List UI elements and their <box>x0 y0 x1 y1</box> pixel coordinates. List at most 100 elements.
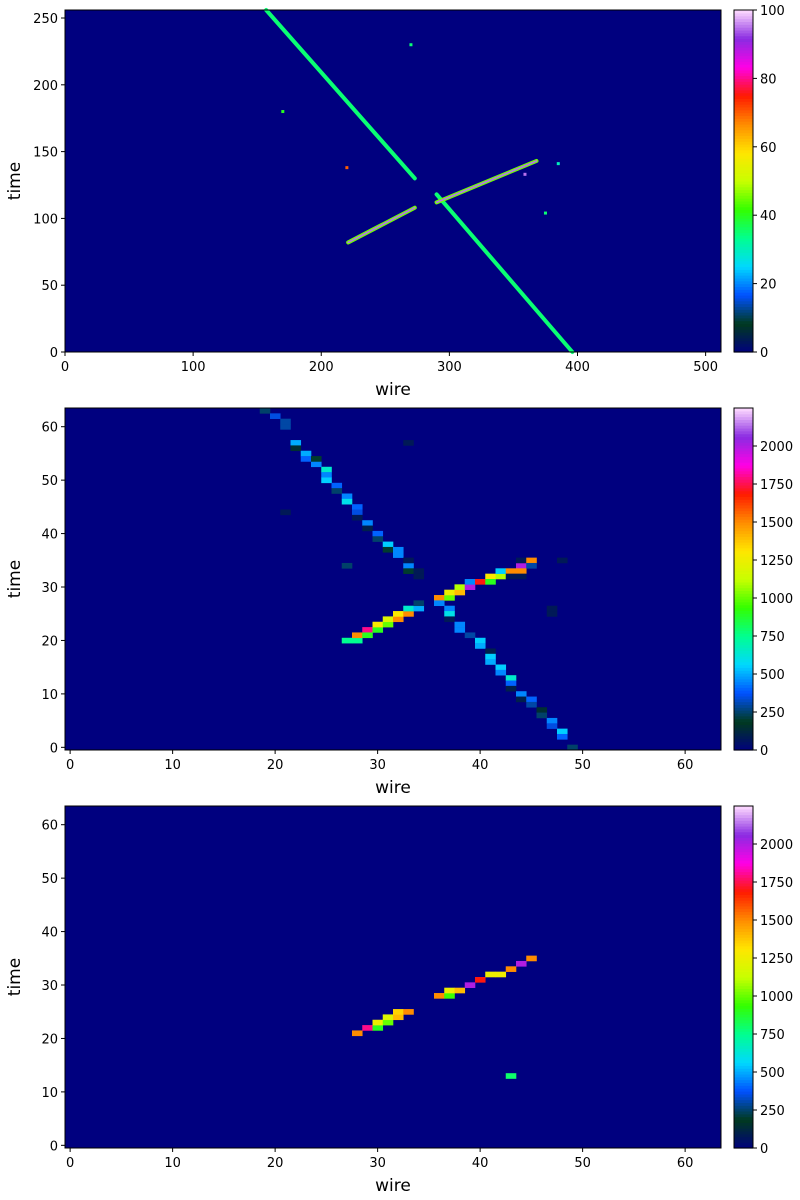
colorbar-segment <box>734 286 753 290</box>
colorbar-segment <box>734 712 753 717</box>
heatmap-cell <box>393 552 404 558</box>
colorbar-segment <box>734 430 753 435</box>
colorbar-segment <box>734 905 753 910</box>
colorbar-segment <box>734 539 753 543</box>
colorbar-segment <box>734 450 753 455</box>
heatmap-cell <box>290 445 302 452</box>
colorbar-segment <box>734 704 753 708</box>
colorbar-segment <box>734 141 753 145</box>
heatmap-cell <box>516 568 527 574</box>
colorbar-segment <box>734 436 753 440</box>
heatmap-cell <box>526 701 537 708</box>
y-tick-label: 60 <box>41 421 58 436</box>
heatmap-cell <box>341 562 353 569</box>
heatmap-cell <box>444 611 455 617</box>
heatmap-cell <box>444 987 455 994</box>
colorbar-segment <box>734 885 753 890</box>
heatmap-cell <box>362 627 373 633</box>
colorbar-segment <box>734 10 753 14</box>
colorbar-segment <box>734 246 753 250</box>
colorbar-segment <box>734 292 753 296</box>
colorbar-segment <box>734 610 753 614</box>
colorbar-segment <box>734 533 753 537</box>
heatmap-background <box>65 10 721 352</box>
colorbar-segment <box>734 732 753 737</box>
x-tick-label: 20 <box>267 1156 284 1171</box>
colorbar-segment <box>734 516 753 520</box>
heatmap-cell <box>505 966 517 972</box>
colorbar-segment <box>734 865 753 870</box>
y-tick-label: 30 <box>41 979 58 994</box>
heatmap-cell <box>393 616 404 623</box>
colorbar-segment <box>734 238 753 242</box>
colorbar-segment <box>734 198 753 202</box>
colorbar-segment <box>734 618 753 623</box>
colorbar-segment <box>734 266 753 270</box>
heatmap-cell <box>495 669 507 676</box>
colorbar-segment <box>734 937 753 941</box>
colorbar-segment <box>734 21 753 25</box>
colorbar-tick-label: 1000 <box>760 592 793 607</box>
colorbar-segment <box>734 297 753 302</box>
colorbar-tick-label: 80 <box>760 72 777 87</box>
hit-point <box>345 166 349 170</box>
heatmap-cell <box>311 461 322 468</box>
colorbar-segment <box>734 445 753 449</box>
colorbar-segment <box>734 44 753 48</box>
colorbar-segment <box>734 195 753 199</box>
heatmap-cell <box>341 498 353 505</box>
heatmap-cell <box>321 477 332 484</box>
colorbar-tick-label: 500 <box>760 1066 785 1081</box>
colorbar-segment <box>734 911 753 915</box>
colorbar-segment <box>734 203 753 208</box>
y-axis-label: time <box>5 958 25 996</box>
colorbar-segment <box>734 579 753 583</box>
colorbar-segment <box>734 641 753 646</box>
heatmap-cell <box>382 546 394 553</box>
heatmap-cell <box>403 611 414 617</box>
colorbar-segment <box>734 29 753 34</box>
colorbar-segment <box>734 470 753 475</box>
colorbar-segment <box>734 564 753 569</box>
colorbar-segment <box>734 664 753 668</box>
heatmap-cell <box>475 977 486 983</box>
colorbar-segment <box>734 314 753 319</box>
heatmap-cell <box>505 1073 517 1079</box>
colorbar-segment <box>734 744 753 748</box>
colorbar-segment <box>734 490 753 495</box>
colorbar-segment <box>734 163 753 168</box>
heatmap-cell <box>300 450 312 457</box>
colorbar-segment <box>734 64 753 68</box>
colorbar-segment <box>734 462 753 466</box>
colorbar-segment <box>734 1110 753 1115</box>
heatmap-cell <box>444 616 455 623</box>
colorbar-segment <box>734 616 753 620</box>
colorbar-segment <box>734 814 753 818</box>
track-core <box>435 160 538 204</box>
heatmap-cell <box>464 632 476 639</box>
colorbar-segment <box>734 507 753 512</box>
colorbar-segment <box>734 1045 753 1049</box>
heatmap-cell <box>516 696 527 703</box>
colorbar-segment <box>734 240 753 245</box>
heatmap-cell <box>393 611 404 617</box>
y-tick-label: 250 <box>33 12 58 27</box>
heatmap-cell <box>454 589 466 596</box>
colorbar-segment <box>734 556 753 560</box>
colorbar-segment <box>734 280 753 285</box>
colorbar-segment <box>734 817 753 821</box>
colorbar-segment <box>734 309 753 313</box>
colorbar-segment <box>734 129 753 134</box>
colorbar-segment <box>734 18 753 22</box>
colorbar-segment <box>734 320 753 325</box>
colorbar-segment <box>734 541 753 546</box>
colorbar-tick-label: 500 <box>760 668 785 683</box>
colorbar-segment <box>734 874 753 878</box>
heatmap-cell <box>372 1019 384 1026</box>
y-tick-label: 50 <box>41 279 58 294</box>
colorbar-segment <box>734 439 753 443</box>
colorbar-segment <box>734 644 753 648</box>
colorbar-segment <box>734 442 753 446</box>
colorbar-segment <box>734 1091 753 1095</box>
colorbar-segment <box>734 300 753 305</box>
